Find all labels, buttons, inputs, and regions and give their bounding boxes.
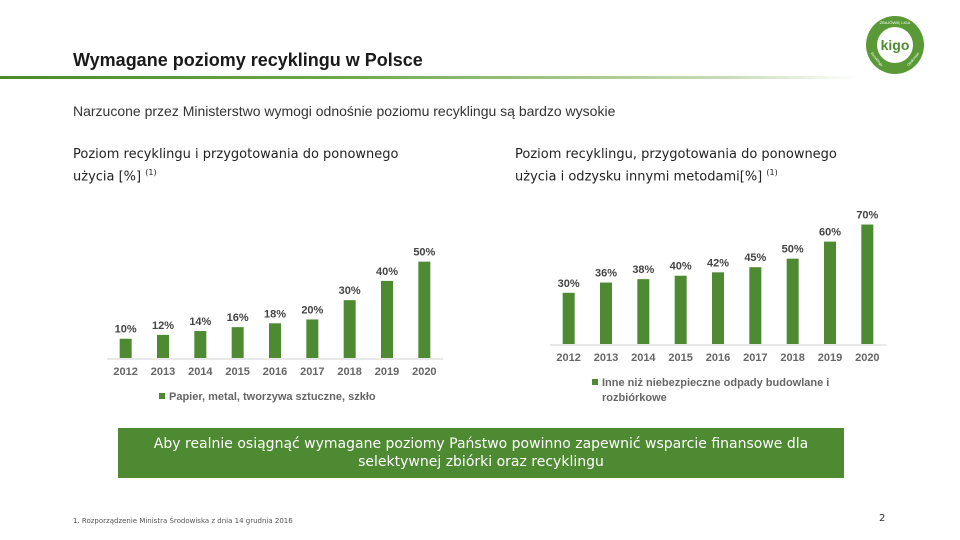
right-bar-chart: 30% 2012 36% 2013 38% 2014 40% 2015 42% 2016 45% 20… xyxy=(550,210,886,404)
tick-label-2015: 2015 xyxy=(225,366,249,378)
legend-text-1: Papier, metal, tworzywa sztuczne, szkło xyxy=(169,391,376,403)
bar-2019 xyxy=(381,280,393,358)
data-label-2014: 38% xyxy=(632,264,654,276)
bar-2020 xyxy=(418,261,431,358)
data-label-2016: 18% xyxy=(264,308,286,320)
bar-2019 xyxy=(824,241,836,344)
bar-2016 xyxy=(269,323,281,358)
legend-swatch xyxy=(592,379,598,385)
right-chart-label-note: (1) xyxy=(766,168,778,177)
left-bar-chart: 10% 2012 12% 2013 14% 2014 16% 2015 18% 2016 20% 20… xyxy=(107,247,443,403)
data-label-2015: 40% xyxy=(670,261,692,273)
left-chart-label: Poziom recyklingu i przygotowania do pon… xyxy=(73,146,399,186)
banner: Aby realnie osiągnąć wymagane poziomy Pa… xyxy=(118,428,844,478)
bar-2015 xyxy=(231,327,244,358)
bar-2017 xyxy=(749,267,762,344)
title-underline xyxy=(0,76,858,79)
bar-2014 xyxy=(194,331,207,358)
tick-label-2012: 2012 xyxy=(556,352,580,364)
tick-label-2018: 2018 xyxy=(780,352,804,364)
kigo-logo: kigo ZBAJÓWIĘ LIGA Recyklingu Opakowań xyxy=(866,16,924,74)
right-chart-label-line2: użycia i odzysku innymi metodami[%] xyxy=(515,169,763,185)
right-chart-label-line1: Poziom recyklingu, przygotowania do pono… xyxy=(515,147,837,162)
left-chart-label-line1: Poziom recyklingu i przygotowania do pon… xyxy=(73,147,399,162)
page-number: 2 xyxy=(879,513,886,524)
banner-text: Aby realnie osiągnąć wymagane poziomy Pa… xyxy=(153,436,809,470)
bar-2017 xyxy=(306,319,319,358)
bar-2018 xyxy=(786,258,799,344)
data-label-2020: 70% xyxy=(856,210,878,222)
data-label-2012: 10% xyxy=(115,324,137,336)
data-label-2014: 14% xyxy=(189,316,211,328)
tick-label-2014: 2014 xyxy=(631,352,656,364)
tick-label-2017: 2017 xyxy=(743,352,767,364)
logo-top-text: ZBAJÓWIĘ LIGA xyxy=(880,20,911,25)
tick-label-2013: 2013 xyxy=(594,352,618,364)
data-label-2018: 30% xyxy=(339,285,361,297)
subtitle: Narzucone przez Ministerstwo wymogi odno… xyxy=(73,103,616,119)
bar-2013 xyxy=(157,334,169,358)
data-label-2012: 30% xyxy=(558,278,580,290)
data-label-2019: 60% xyxy=(819,227,841,239)
tick-label-2016: 2016 xyxy=(706,352,730,364)
page-title: Wymagane poziomy recyklingu w Polsce xyxy=(73,50,423,70)
bar-2012 xyxy=(562,292,575,344)
bar-2012 xyxy=(119,338,132,358)
data-label-2017: 45% xyxy=(744,252,766,264)
legend-text-1: Inne niż niebezpieczne odpady budowlane … xyxy=(602,377,829,389)
data-label-2013: 12% xyxy=(152,320,174,332)
right-chart-label: Poziom recyklingu, przygotowania do pono… xyxy=(515,146,837,186)
data-label-2019: 40% xyxy=(376,266,398,278)
left-chart-label-note: (1) xyxy=(145,168,157,177)
data-label-2017: 20% xyxy=(301,304,323,316)
bar-2014 xyxy=(637,279,650,344)
tick-label-2015: 2015 xyxy=(668,352,692,364)
bar-2013 xyxy=(600,282,612,344)
data-label-2013: 36% xyxy=(595,268,617,280)
left-chart-label-line2: użycia [%] xyxy=(73,169,142,185)
tick-label-2012: 2012 xyxy=(113,366,137,378)
legend-text-2: rozbiórkowe xyxy=(602,392,667,404)
bar-2018 xyxy=(343,300,356,358)
data-label-2018: 50% xyxy=(782,244,804,256)
data-label-2015: 16% xyxy=(227,312,249,324)
footnote: 1. Rozporządzenie Ministra Środowiska z … xyxy=(73,517,293,525)
bar-2016 xyxy=(712,272,724,344)
logo-main-text: kigo xyxy=(881,37,910,53)
tick-label-2019: 2019 xyxy=(375,366,399,378)
tick-label-2020: 2020 xyxy=(855,352,879,364)
tick-label-2017: 2017 xyxy=(300,366,324,378)
tick-label-2020: 2020 xyxy=(412,366,436,378)
bar-2020 xyxy=(861,224,874,344)
legend-swatch xyxy=(159,393,165,399)
data-label-2016: 42% xyxy=(707,257,729,269)
tick-label-2013: 2013 xyxy=(151,366,175,378)
tick-label-2014: 2014 xyxy=(188,366,213,378)
bar-2015 xyxy=(674,275,687,344)
tick-label-2018: 2018 xyxy=(337,366,361,378)
data-label-2020: 50% xyxy=(413,247,435,259)
tick-label-2016: 2016 xyxy=(263,366,287,378)
tick-label-2019: 2019 xyxy=(818,352,842,364)
